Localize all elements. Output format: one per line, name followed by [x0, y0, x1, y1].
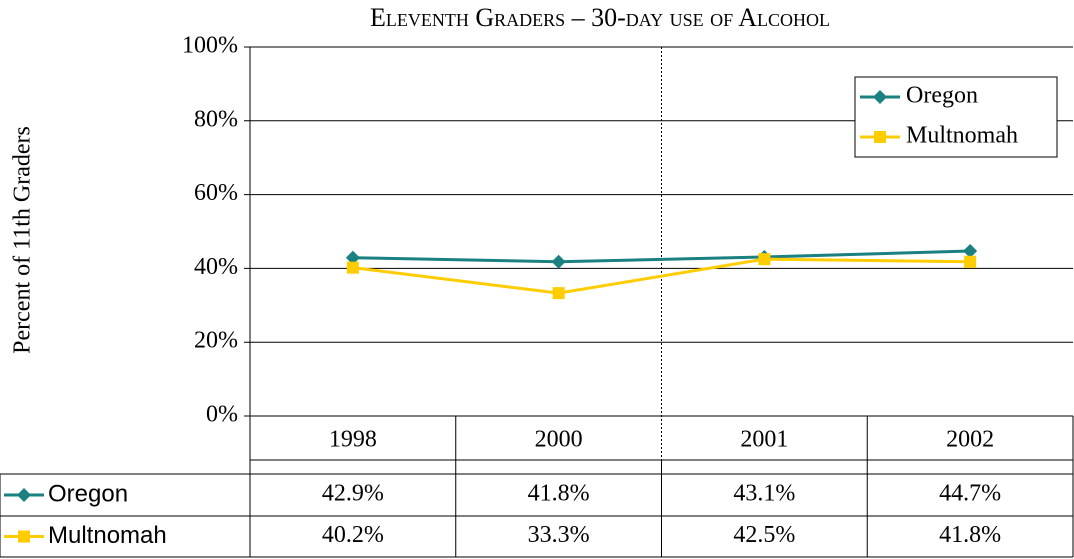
marker — [345, 250, 360, 265]
legend-marker — [874, 131, 886, 143]
chart-title: Eleventh Graders – 30-day use of Alcohol — [370, 3, 830, 32]
y-axis-label: Percent of 11th Graders — [10, 126, 36, 354]
marker — [964, 255, 977, 268]
marker — [346, 261, 359, 274]
y-tick-label: 80% — [194, 106, 238, 132]
x-tick-label: 1998 — [329, 427, 377, 453]
y-tick-label: 100% — [182, 33, 238, 59]
table-value: 41.8% — [528, 481, 590, 507]
table-value: 43.1% — [733, 481, 795, 507]
legend-label: Multnomah — [906, 123, 1018, 149]
series-line — [352, 257, 971, 295]
series-line — [352, 249, 971, 264]
y-tick-label: 60% — [194, 180, 238, 206]
legend-label: Oregon — [906, 83, 978, 109]
x-tick-label: 2001 — [740, 427, 788, 453]
table-row-label: Multnomah — [48, 522, 167, 549]
y-tick-label: 20% — [194, 328, 238, 354]
marker — [552, 287, 565, 300]
table-value: 41.8% — [939, 522, 1001, 548]
y-tick-label: 0% — [206, 402, 238, 428]
table-value: 33.3% — [528, 522, 590, 548]
x-tick-label: 2002 — [946, 427, 994, 453]
marker — [758, 253, 771, 266]
table-value: 44.7% — [939, 481, 1001, 507]
legend-marker — [17, 488, 31, 502]
table-value: 40.2% — [322, 522, 384, 548]
table-row-label: Oregon — [48, 480, 128, 507]
legend-box — [854, 76, 1058, 158]
table-value: 42.5% — [733, 522, 795, 548]
x-tick-label: 2000 — [535, 427, 583, 453]
marker — [963, 244, 978, 259]
table-value: 42.9% — [322, 481, 384, 507]
y-tick-label: 40% — [194, 254, 238, 280]
legend-marker — [873, 90, 887, 104]
legend-marker — [18, 530, 30, 543]
marker — [551, 254, 566, 269]
